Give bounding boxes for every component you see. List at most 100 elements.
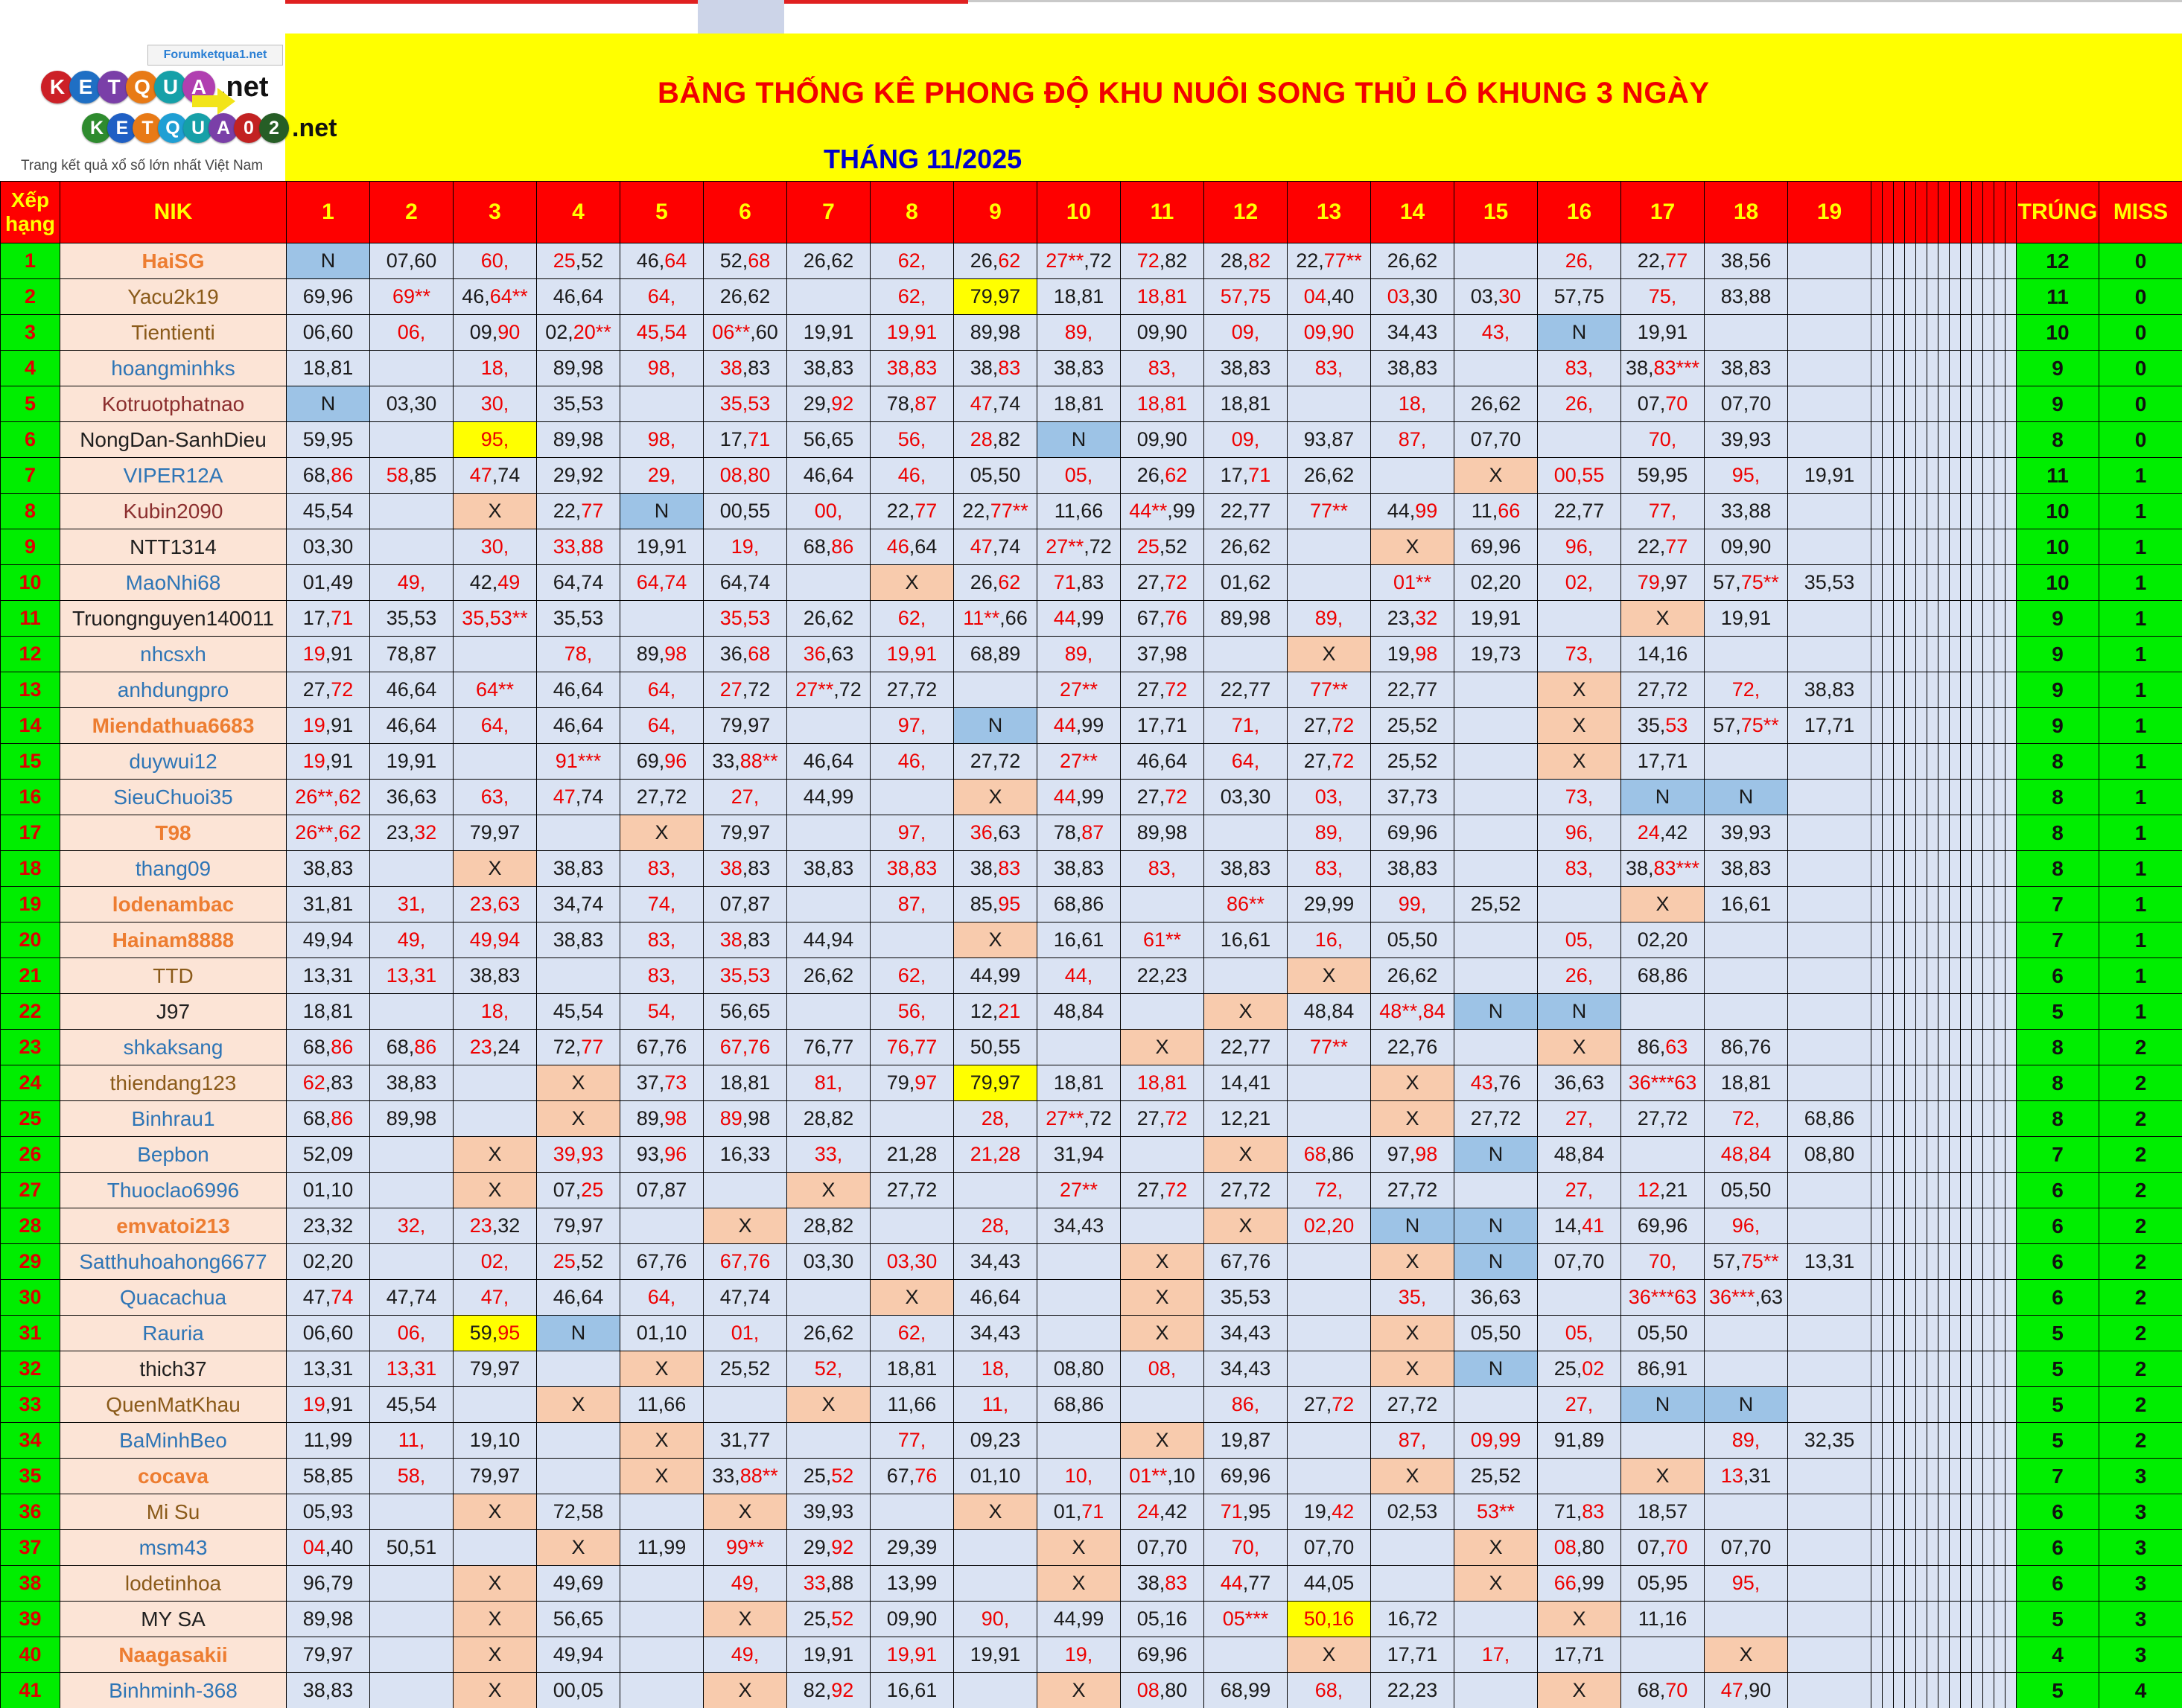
separator-cell — [1938, 314, 1950, 351]
separator-cell — [1904, 993, 1916, 1030]
data-cell: 18, — [1370, 386, 1454, 422]
data-cell — [1787, 1315, 1871, 1351]
data-cell: 35,53 — [1620, 707, 1705, 744]
separator-cell — [1893, 493, 1905, 529]
separator-cell — [1949, 1136, 1961, 1173]
separator-cell — [1982, 850, 1994, 887]
separator-cell — [2005, 243, 2017, 279]
separator-cell — [1949, 1529, 1961, 1566]
data-cell: 47,74 — [953, 386, 1037, 422]
data-cell — [786, 993, 871, 1030]
nik-cell: Kotruotphatnao — [60, 386, 287, 422]
separator-cell — [1904, 815, 1916, 851]
miss-cell: 4 — [2099, 1672, 2182, 1708]
data-cell: 57,75** — [1704, 564, 1788, 601]
separator-cell — [1938, 1351, 1950, 1387]
separator-cell — [1982, 1279, 1994, 1316]
separator-cell — [1893, 957, 1905, 994]
data-cell: 34,43 — [1370, 314, 1454, 351]
separator-cell — [1882, 314, 1894, 351]
separator-cell — [1927, 457, 1938, 494]
data-cell: 18,81 — [703, 1065, 787, 1101]
data-cell: 71,83 — [1037, 564, 1121, 601]
rank-cell: 10 — [0, 564, 60, 601]
trung-cell: 6 — [2016, 1565, 2099, 1602]
data-cell: 70, — [1620, 1243, 1705, 1280]
data-cell: 89,98 — [620, 636, 704, 672]
separator-cell — [1871, 779, 1883, 815]
miss-cell: 1 — [2099, 564, 2182, 601]
data-cell: 48**,84 — [1370, 993, 1454, 1030]
nik-cell: NongDan-SanhDieu — [60, 421, 287, 458]
separator-cell — [1971, 1637, 1983, 1673]
data-cell: 19,91 — [286, 707, 370, 744]
separator-cell — [1915, 278, 1927, 315]
separator-cell — [1904, 1637, 1916, 1673]
table-row: 24 thiendang123 62,83 38,83 X 37,73 18,81 81, 79… — [0, 1065, 2182, 1101]
data-cell — [870, 922, 954, 958]
data-cell: 07,25 — [536, 1172, 620, 1208]
data-cell — [453, 636, 537, 672]
separator-cell — [1938, 850, 1950, 887]
separator-cell — [1960, 1637, 1972, 1673]
separator-cell — [1904, 1065, 1916, 1101]
data-cell: 77** — [1287, 1029, 1371, 1065]
separator-cell — [1915, 386, 1927, 422]
data-cell: 00, — [786, 493, 871, 529]
data-cell: 79,97 — [953, 1065, 1037, 1101]
rank-cell: 7 — [0, 457, 60, 494]
separator-cell — [2005, 1208, 2017, 1244]
data-cell: 19,87 — [1203, 1422, 1288, 1459]
separator-cell — [1904, 1672, 1916, 1708]
data-cell: 03,30 — [1370, 278, 1454, 315]
separator-cell — [2005, 1386, 2017, 1423]
separator-cell — [1949, 1422, 1961, 1459]
data-cell: 01,10 — [620, 1315, 704, 1351]
separator-cell — [1994, 672, 2006, 708]
data-cell: 86,91 — [1620, 1351, 1705, 1387]
separator-cell — [1938, 743, 1950, 780]
table-row: 37 msm43 04,40 50,51 X 11,99 99** 29,92 29,39 X 07… — [0, 1529, 2182, 1566]
separator-cell — [1893, 1494, 1905, 1530]
data-cell: 83, — [1287, 350, 1371, 386]
separator-cell — [1971, 529, 1983, 565]
separator-cell — [1971, 636, 1983, 672]
data-cell: 44,99 — [1370, 493, 1454, 529]
data-cell: 77, — [870, 1422, 954, 1459]
data-cell: 19,91 — [786, 1637, 871, 1673]
data-cell: 49,94 — [286, 922, 370, 958]
separator-cell — [1960, 1494, 1972, 1530]
trung-cell: 8 — [2016, 779, 2099, 815]
table-row: 4 hoangminhks 18,81 18, 89,98 98, 38,83 38,83 38… — [0, 350, 2182, 386]
miss-cell: 3 — [2099, 1565, 2182, 1602]
table-row: 10 MaoNhi68 01,49 49, 42,49 64,74 64,74 64,74 X 2… — [0, 564, 2182, 601]
data-cell — [1787, 1494, 1871, 1530]
separator-header — [1882, 181, 1894, 243]
data-cell: 44**,99 — [1120, 493, 1204, 529]
data-cell: 35,53 — [369, 600, 454, 637]
rank-cell: 22 — [0, 993, 60, 1030]
separator-cell — [1971, 1208, 1983, 1244]
separator-cell — [1960, 350, 1972, 386]
rank-cell: 31 — [0, 1315, 60, 1351]
data-cell: X — [870, 564, 954, 601]
data-cell — [536, 1351, 620, 1387]
trung-cell: 10 — [2016, 529, 2099, 565]
data-cell: 79,97 — [1620, 564, 1705, 601]
data-cell: 25,52 — [1454, 1458, 1538, 1494]
miss-cell: 2 — [2099, 1172, 2182, 1208]
separator-cell — [1904, 850, 1916, 887]
data-cell — [1287, 1065, 1371, 1101]
separator-cell — [1927, 1458, 1938, 1494]
data-cell: 90, — [953, 1601, 1037, 1637]
data-cell: 77** — [1287, 493, 1371, 529]
data-cell: 70, — [1203, 1529, 1288, 1566]
day-header: 4 — [536, 181, 620, 243]
data-cell: 11, — [369, 1422, 454, 1459]
forum-link[interactable]: Forumketqua1.net — [147, 45, 283, 66]
data-cell — [1787, 1065, 1871, 1101]
data-cell: 68,86 — [1037, 1386, 1121, 1423]
separator-cell — [1994, 1601, 2006, 1637]
separator-cell — [1871, 421, 1883, 458]
